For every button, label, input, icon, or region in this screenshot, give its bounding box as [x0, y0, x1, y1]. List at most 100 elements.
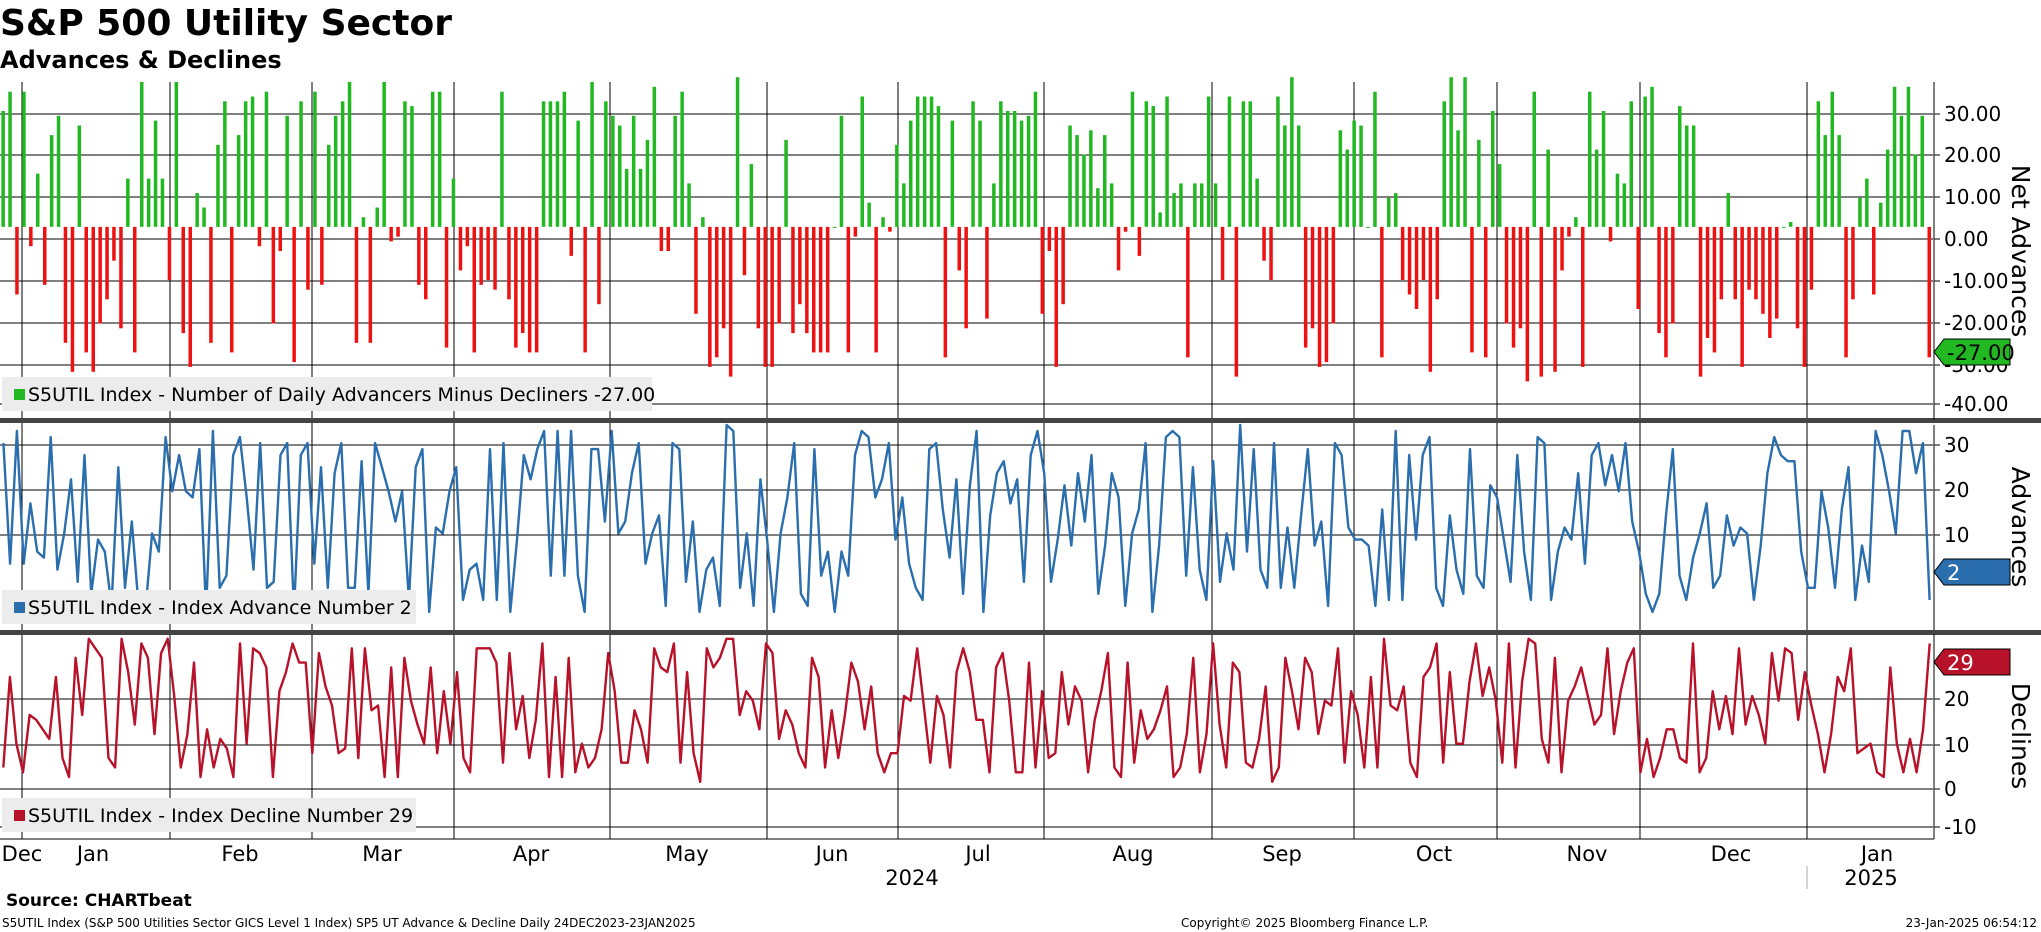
- decline-bar: [583, 226, 587, 353]
- decline-bar: [479, 226, 483, 285]
- advance-bar: [327, 144, 331, 227]
- advance-bar: [500, 91, 504, 227]
- advance-bar: [146, 178, 151, 227]
- advance-bar: [299, 101, 303, 227]
- advance-bar: [1276, 96, 1280, 227]
- advance-bar: [1601, 111, 1606, 227]
- decline-bar: [1040, 226, 1045, 314]
- advance-bar: [56, 115, 61, 227]
- axes: 30.0020.0010.000.00-10.00-20.00-30.00-40…: [0, 82, 2035, 890]
- decline-bar: [728, 226, 733, 377]
- footer-copyright: Copyright© 2025 Bloomberg Finance L.P.: [1181, 916, 1429, 930]
- advance-bar: [1491, 111, 1495, 227]
- decline-bar: [444, 226, 449, 348]
- decline-bar: [1123, 226, 1128, 232]
- advance-bar: [195, 193, 199, 227]
- advance-bar: [1144, 101, 1149, 227]
- last-value-tag-advances: [1933, 558, 2011, 586]
- advance-bar: [1650, 86, 1654, 227]
- decline-bar: [257, 226, 262, 247]
- advance-bar: [361, 217, 366, 227]
- decline-bar: [1581, 226, 1585, 367]
- legend-net-advances-box: [2, 377, 652, 411]
- decline-bar: [396, 226, 400, 237]
- decline-bar: [465, 226, 470, 247]
- decline-bar: [133, 226, 137, 353]
- advance-bar: [1151, 106, 1155, 227]
- decline-bar: [825, 226, 830, 353]
- legend-declines-box: [2, 798, 416, 832]
- y-tick-label: 20: [1944, 687, 1969, 711]
- decline-bar: [1553, 226, 1557, 372]
- advance-bar: [541, 101, 546, 227]
- decline-bar: [306, 226, 310, 290]
- decline-bar: [188, 226, 192, 367]
- chart-title: S&P 500 Utility Sector: [0, 3, 452, 44]
- advance-bar: [576, 120, 580, 227]
- decline-bar: [1137, 226, 1142, 256]
- advance-bar: [1068, 125, 1072, 227]
- advance-bar: [929, 96, 934, 227]
- legend-net-advances-swatch: [14, 389, 25, 400]
- advance-bar: [590, 82, 594, 227]
- decline-bar: [230, 226, 234, 353]
- decline-bar: [659, 226, 664, 251]
- decline-bar: [1054, 226, 1058, 367]
- decline-bar: [985, 226, 989, 319]
- advance-bar: [1463, 77, 1467, 227]
- advance-bar: [285, 115, 289, 227]
- x-tick-label: Jan: [75, 842, 109, 866]
- decline-bar: [1539, 226, 1543, 377]
- advance-bar: [680, 91, 684, 227]
- advances-line: [2, 423, 1931, 614]
- legend-declines-text: S5UTIL Index - Index Decline Number 29: [28, 805, 413, 827]
- decline-bar: [1234, 226, 1239, 377]
- advance-bar: [1892, 86, 1897, 227]
- decline-bar: [167, 226, 172, 280]
- decline-bar: [957, 226, 961, 271]
- decline-bar: [874, 226, 878, 353]
- decline-bar: [1518, 226, 1523, 329]
- advance-bar: [1691, 125, 1696, 227]
- legends: S5UTIL Index - Number of Daily Advancers…: [2, 377, 655, 832]
- decline-bar: [389, 226, 393, 242]
- decline-bar: [742, 226, 747, 276]
- y-tick-label: 10: [1944, 523, 1969, 547]
- decline-bar: [777, 226, 781, 324]
- advance-bar: [1546, 149, 1550, 227]
- advance-bar: [749, 164, 754, 227]
- advance-bar: [1290, 77, 1294, 227]
- decline-bar: [1400, 226, 1405, 280]
- advance-bar: [1248, 101, 1252, 227]
- decline-bar: [791, 226, 795, 334]
- decline-bar: [1872, 226, 1876, 295]
- decline-bar: [493, 226, 497, 290]
- decline-bar: [715, 226, 719, 358]
- advance-bar: [375, 207, 379, 227]
- advance-bar: [1096, 188, 1100, 227]
- advance-bar: [1075, 135, 1079, 227]
- advance-bar: [1823, 135, 1827, 227]
- advance-bar: [1913, 154, 1918, 227]
- footer-description: S5UTIL Index (S&P 500 Utilities Sector G…: [2, 916, 696, 930]
- advance-bar: [895, 144, 899, 227]
- x-tick-label: Jun: [814, 842, 849, 866]
- advance-bar: [451, 178, 456, 227]
- advance-bar: [1006, 111, 1010, 227]
- decline-bar: [798, 226, 802, 305]
- advance-bar: [1816, 101, 1821, 227]
- decline-bar: [1407, 226, 1412, 295]
- decline-bar: [1809, 226, 1814, 290]
- x-tick-label: Nov: [1567, 842, 1608, 866]
- advance-bar: [430, 91, 435, 227]
- x-tick-label: Dec: [1711, 842, 1752, 866]
- y-tick-label: 10: [1944, 733, 1969, 757]
- y-tick-label: 20.00: [1944, 143, 2001, 167]
- advance-bar: [236, 135, 241, 227]
- advance-bar: [153, 120, 158, 227]
- decline-bar: [1525, 226, 1530, 382]
- advance-bar: [1685, 125, 1689, 227]
- advance-bar: [611, 115, 615, 227]
- decline-bar: [1421, 226, 1426, 280]
- decline-bar: [812, 226, 816, 353]
